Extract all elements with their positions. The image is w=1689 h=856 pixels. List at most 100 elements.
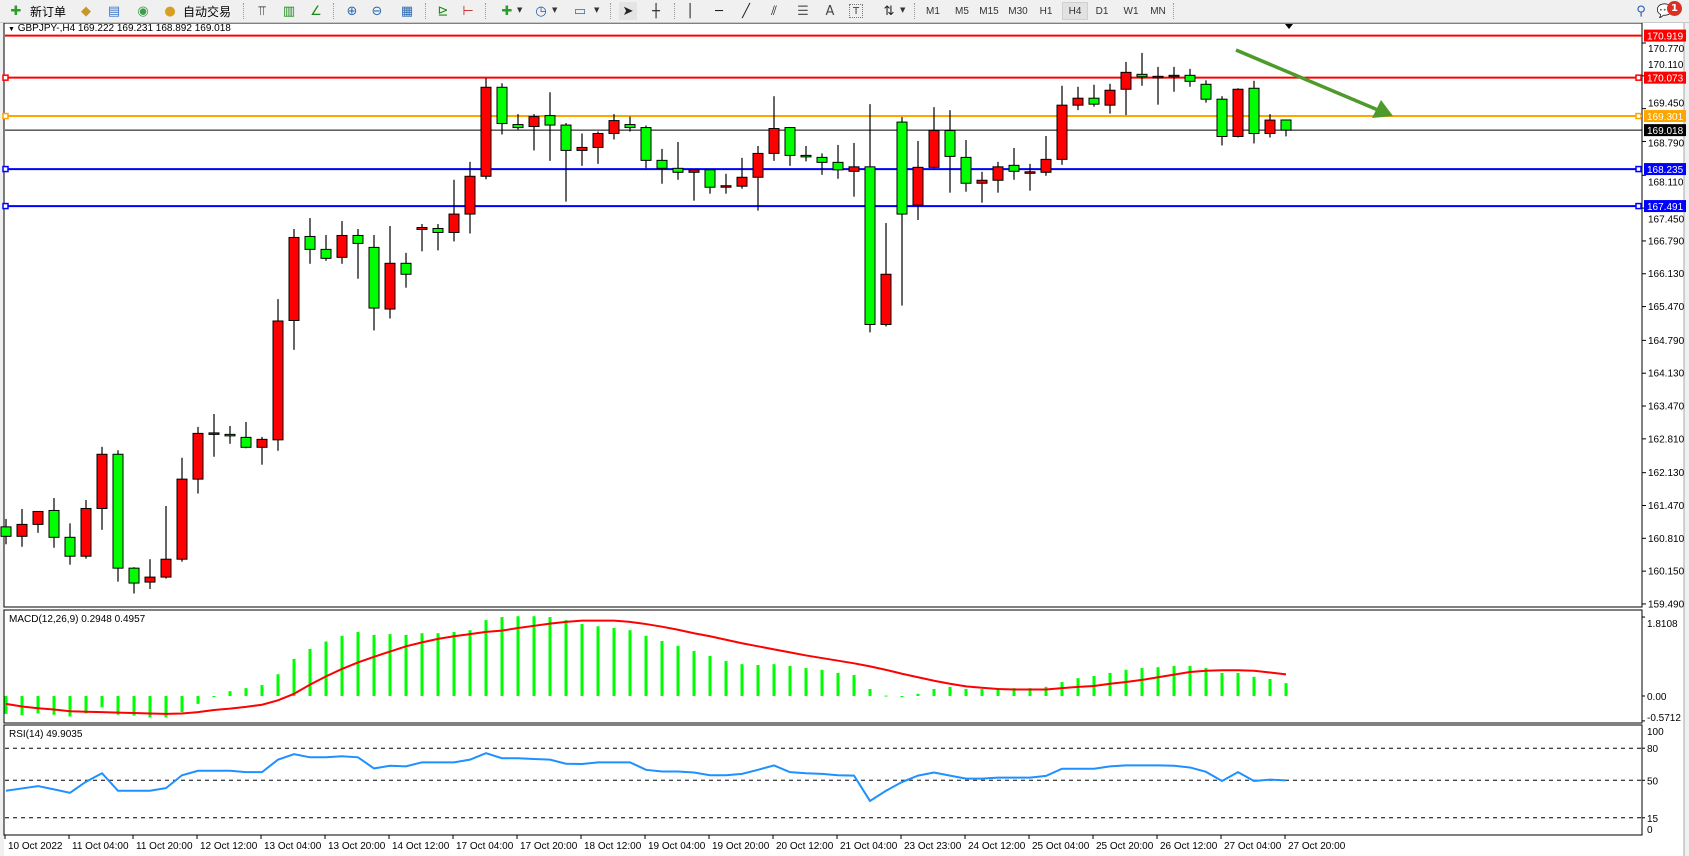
line-anchor-handle: [1635, 74, 1642, 81]
text-label-icon[interactable]: T: [849, 4, 863, 18]
chart-shift-icon[interactable]: ⊢: [462, 3, 474, 19]
candle: [288, 236, 300, 321]
candle: [912, 166, 924, 206]
text-icon[interactable]: A: [825, 3, 835, 19]
chevron-down-icon[interactable]: ▼: [900, 6, 906, 14]
timeframe-m1[interactable]: M1: [926, 5, 940, 17]
macd-histogram-bar: [388, 634, 392, 696]
macd-panel-border: [3, 609, 1643, 724]
indicators-icon[interactable]: ✚: [501, 3, 513, 19]
macd-histogram-bar: [628, 630, 632, 696]
macd-histogram-bar: [1220, 672, 1224, 696]
candle: [1216, 98, 1228, 137]
chevron-down-icon[interactable]: ▼: [552, 6, 558, 14]
crosshair-icon[interactable]: ┼: [652, 3, 660, 19]
candle: [320, 248, 332, 259]
price-line-label: 169.301: [1647, 112, 1684, 123]
macd-histogram-bar: [1252, 676, 1256, 696]
time-axis-label: 25 Oct 20:00: [1096, 841, 1154, 852]
candle: [336, 234, 348, 258]
candle: [848, 166, 860, 172]
line-anchor-handle: [2, 112, 9, 120]
notification-badge[interactable]: 1: [1667, 1, 1682, 16]
timeframe-m30[interactable]: M30: [1008, 5, 1028, 17]
macd-histogram-bar: [244, 688, 248, 696]
auto-trading-icon[interactable]: ●: [164, 3, 176, 19]
macd-histogram-bar: [180, 696, 184, 713]
equidistant-channel-icon[interactable]: ⫽: [771, 3, 777, 19]
macd-histogram-bar: [548, 617, 552, 696]
macd-histogram-bar: [1236, 672, 1240, 696]
fibonacci-icon[interactable]: ☰: [797, 3, 809, 19]
price-tick-label: 163.470: [1648, 402, 1685, 413]
macd-histogram-bar: [1012, 688, 1016, 696]
main-panel-border: [3, 22, 1643, 608]
candle: [1168, 74, 1180, 78]
macd-histogram-bar: [708, 655, 712, 696]
signals-icon[interactable]: ◉: [137, 3, 149, 19]
cursor-icon[interactable]: ➤: [619, 2, 637, 20]
toolbar-separator: [485, 3, 487, 19]
new-order-button[interactable]: 新订单: [30, 4, 67, 19]
macd-histogram-bar: [836, 672, 840, 696]
zoom-out-icon[interactable]: ⊖: [371, 3, 383, 19]
vertical-line-icon[interactable]: │: [686, 3, 694, 19]
macd-histogram-bar: [532, 616, 536, 696]
market-watch-icon[interactable]: ◆: [81, 3, 91, 19]
trend-arrow-head-icon: [1372, 100, 1393, 118]
horizontal-line-icon[interactable]: ─: [715, 3, 723, 19]
macd-histogram-bar: [564, 620, 568, 696]
navigator-icon[interactable]: ▤: [107, 3, 121, 19]
timeframe-m5[interactable]: M5: [955, 5, 969, 17]
macd-histogram-bar: [692, 651, 696, 696]
macd-histogram-bar: [660, 641, 664, 696]
zoom-in-icon[interactable]: ⊕: [346, 3, 358, 19]
collapse-triangle-icon[interactable]: ▼: [8, 26, 15, 33]
candle: [672, 167, 684, 173]
bid-price-label: 169.018: [1647, 126, 1684, 137]
time-axis-label: 27 Oct 20:00: [1288, 841, 1346, 852]
trendline-icon[interactable]: ╱: [742, 3, 750, 19]
macd-tick-label: 1.8108: [1647, 619, 1678, 630]
new-order-icon[interactable]: ✚: [10, 3, 22, 19]
macd-histogram-bar: [644, 635, 648, 696]
bar-chart-icon[interactable]: ⫪: [258, 3, 266, 19]
macd-histogram-bar: [196, 696, 200, 704]
macd-histogram-bar: [980, 689, 984, 696]
price-tick-label: 160.810: [1648, 534, 1685, 545]
time-axis-label: 14 Oct 12:00: [392, 841, 450, 852]
time-axis-label: 24 Oct 12:00: [968, 841, 1026, 852]
timeframe-w1[interactable]: W1: [1123, 5, 1139, 17]
time-axis-label: 19 Oct 20:00: [712, 841, 770, 852]
candle: [352, 234, 364, 244]
macd-histogram-bar: [148, 696, 152, 718]
candle: [16, 523, 28, 537]
candle: [1232, 88, 1244, 137]
candle: [688, 169, 700, 173]
chevron-down-icon[interactable]: ▼: [594, 6, 600, 14]
auto-scroll-icon[interactable]: ⊵: [437, 3, 449, 19]
timeframe-mn[interactable]: MN: [1150, 5, 1166, 17]
timeframe-d1[interactable]: D1: [1095, 5, 1109, 17]
tile-windows-icon[interactable]: ▦: [400, 3, 414, 19]
timeframe-h1[interactable]: H1: [1039, 5, 1053, 17]
macd-histogram-bar: [1140, 668, 1144, 696]
line-chart-icon[interactable]: ∠: [310, 3, 322, 19]
candle: [608, 120, 620, 135]
timeframe-m15[interactable]: M15: [979, 5, 999, 17]
auto-trading-button[interactable]: 自动交易: [183, 4, 232, 19]
search-icon[interactable]: ⚲: [1636, 3, 1646, 19]
candle: [784, 127, 796, 156]
timeframe-h4[interactable]: H4: [1062, 2, 1088, 20]
macd-histogram-bar: [164, 696, 168, 718]
macd-histogram-bar: [788, 665, 792, 696]
macd-histogram-bar: [84, 696, 88, 714]
periods-icon[interactable]: ◷: [535, 3, 547, 19]
arrows-icon[interactable]: ⇅: [883, 3, 895, 19]
candle: [1120, 71, 1132, 90]
candle: [160, 558, 172, 578]
candlestick-icon[interactable]: ▥: [282, 3, 296, 19]
templates-icon[interactable]: ▭: [573, 3, 587, 19]
chevron-down-icon[interactable]: ▼: [517, 6, 523, 14]
